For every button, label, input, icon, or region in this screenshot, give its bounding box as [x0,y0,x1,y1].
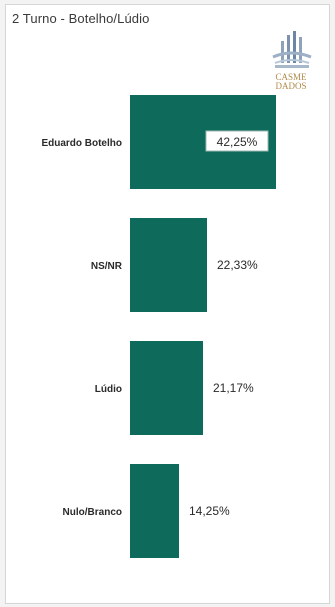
category-label-2: Lúdio [95,384,122,395]
logo-line-2: DADOS [275,81,307,91]
bar-2 [130,341,203,435]
institution-logo-icon: CASME DADOS [263,27,319,93]
value-label-2: 21,17% [213,381,254,395]
logo-line-1: CASME [275,72,307,82]
bar-3 [130,464,179,558]
bar-1 [130,218,207,312]
value-label-box-0 [205,130,269,152]
category-label-1: NS/NR [91,261,123,272]
chart-title: 2 Turno - Botelho/Lúdio [12,11,150,26]
value-label-3: 14,25% [189,504,230,518]
logo-graphic [272,31,312,68]
category-label-0: Eduardo Botelho [41,138,122,149]
value-label-0: 42,25% [217,135,258,149]
chart-panel: 2 Turno - Botelho/Lúdio CASME DADOS Edua… [5,4,330,604]
bar-chart: Eduardo Botelho 42,25% NS/NR 22,33% Lúdio 21,… [41,95,276,558]
category-label-3: Nulo/Branco [63,507,122,518]
value-label-1: 22,33% [217,258,258,272]
